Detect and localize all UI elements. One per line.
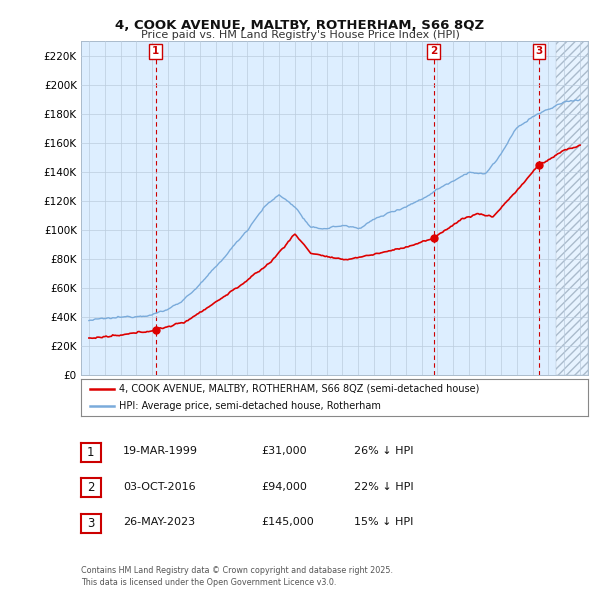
Text: 03-OCT-2016: 03-OCT-2016 bbox=[123, 482, 196, 491]
Text: 2: 2 bbox=[87, 481, 95, 494]
Text: 2: 2 bbox=[430, 46, 437, 56]
Text: 19-MAR-1999: 19-MAR-1999 bbox=[123, 447, 198, 456]
Text: £94,000: £94,000 bbox=[261, 482, 307, 491]
Text: 4, COOK AVENUE, MALTBY, ROTHERHAM, S66 8QZ: 4, COOK AVENUE, MALTBY, ROTHERHAM, S66 8… bbox=[115, 19, 485, 32]
Text: 22% ↓ HPI: 22% ↓ HPI bbox=[354, 482, 413, 491]
Text: 3: 3 bbox=[535, 46, 542, 56]
Text: £145,000: £145,000 bbox=[261, 517, 314, 527]
Text: £31,000: £31,000 bbox=[261, 447, 307, 456]
Text: 1: 1 bbox=[152, 46, 159, 56]
Text: Price paid vs. HM Land Registry's House Price Index (HPI): Price paid vs. HM Land Registry's House … bbox=[140, 30, 460, 40]
Text: 3: 3 bbox=[87, 517, 95, 530]
Text: 1: 1 bbox=[87, 446, 95, 459]
Bar bbox=[556, 41, 588, 375]
Text: 15% ↓ HPI: 15% ↓ HPI bbox=[354, 517, 413, 527]
Text: Contains HM Land Registry data © Crown copyright and database right 2025.
This d: Contains HM Land Registry data © Crown c… bbox=[81, 566, 393, 587]
Text: 4, COOK AVENUE, MALTBY, ROTHERHAM, S66 8QZ (semi-detached house): 4, COOK AVENUE, MALTBY, ROTHERHAM, S66 8… bbox=[119, 384, 479, 394]
Text: 26% ↓ HPI: 26% ↓ HPI bbox=[354, 447, 413, 456]
Text: 26-MAY-2023: 26-MAY-2023 bbox=[123, 517, 195, 527]
Text: HPI: Average price, semi-detached house, Rotherham: HPI: Average price, semi-detached house,… bbox=[119, 401, 381, 411]
Bar bbox=[556, 41, 588, 375]
